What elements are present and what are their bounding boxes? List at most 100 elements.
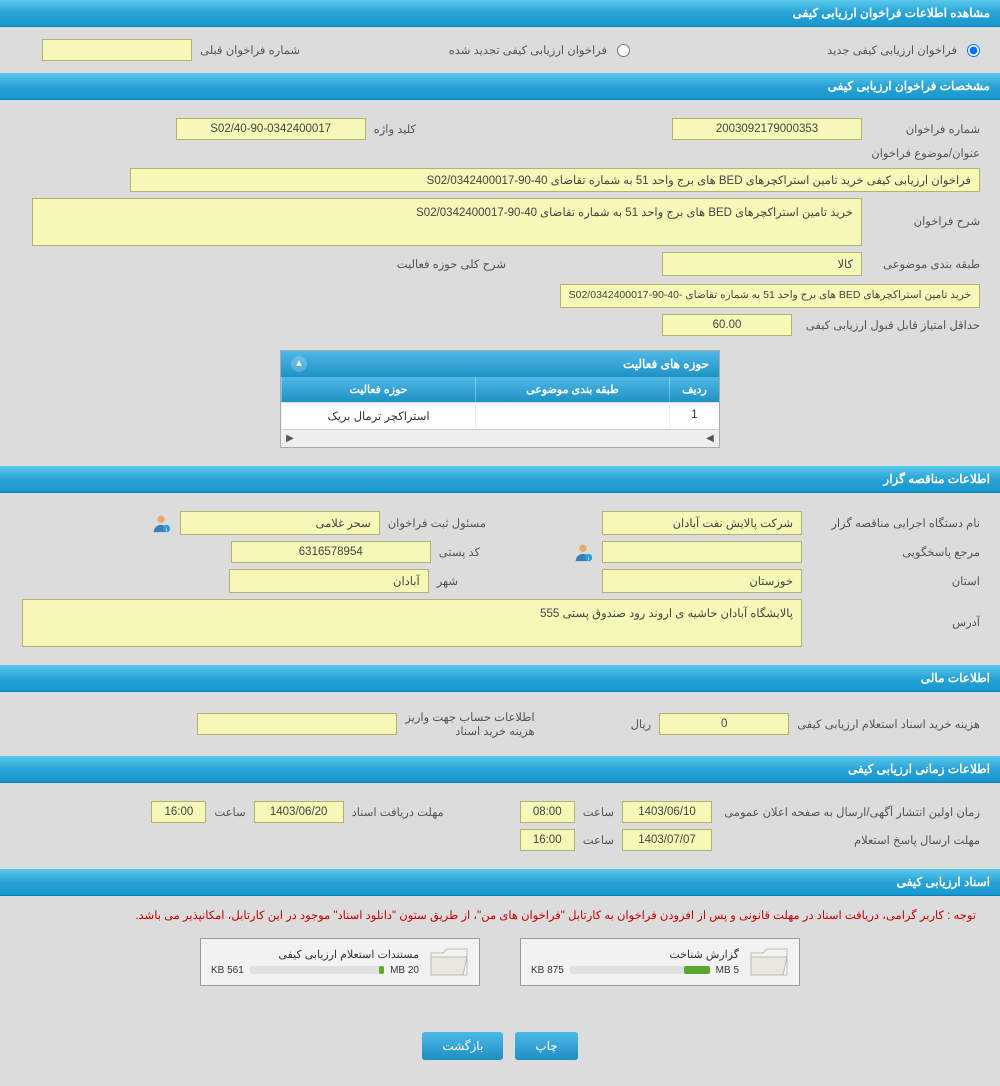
section-header-financial: اطلاعات مالی [0,665,1000,692]
category-label: طبقه بندی موضوعی [870,257,980,271]
scope-label: شرح کلی حوزه فعالیت [397,257,506,271]
files-row: گزارش شناخت 5 MB 875 KB مستندات استعلام … [20,928,980,1006]
section-body-spec: شماره فراخوان 2003092179000353 کلید واژه… [0,100,1000,466]
doc-deadline-label: مهلت دریافت اسناد [352,805,444,819]
cost-label: هزینه خرید اسناد استعلام ارزیابی کیفی [797,717,980,731]
response-label: مهلت ارسال پاسخ استعلام [720,833,980,847]
file-box-1[interactable]: مستندات استعلام ارزیابی کیفی 20 MB 561 K… [200,938,480,986]
activity-row-cat [475,403,669,429]
section-header-docs: اسناد ارزیابی کیفی [0,869,1000,896]
file-progress-0 [570,966,710,974]
folder-icon [749,945,789,979]
file-box-0[interactable]: گزارش شناخت 5 MB 875 KB [520,938,800,986]
responder-label: مرجع پاسخگویی [810,545,980,559]
registrar-label: مسئول ثبت فراخوان [388,516,486,530]
file-size-0: 875 KB [531,965,564,976]
title-field: فراخوان ارزیابی کیفی خرید تامین استراکچر… [130,168,980,192]
prev-number-label: شماره فراخوان قبلی [200,43,300,57]
section-body-financial: هزینه خرید اسناد استعلام ارزیابی کیفی 0 … [0,692,1000,756]
publish-date: 1403/06/10 [622,801,712,823]
doc-deadline-date: 1403/06/20 [254,801,344,823]
city-field: آبادان [229,569,429,593]
activity-row: 1 استراکچر ترمال بریک [281,402,719,429]
collapse-icon[interactable]: ▲ [291,356,307,372]
postal-label: کد پستی [439,545,480,559]
call-number-label: شماره فراخوان [870,122,980,136]
section-header-spec: مشخصات فراخوان ارزیابی کیفی [0,73,1000,100]
activity-col-idx: ردیف [669,377,719,402]
response-date: 1403/07/07 [622,829,712,851]
account-field [197,713,397,735]
exec-label: نام دستگاه اجرایی مناقصه گزار [810,516,980,530]
activity-col-scope: حوزه فعالیت [281,377,475,402]
keyword-label: کلید واژه [374,122,416,136]
print-button[interactable]: چاپ [515,1032,577,1060]
desc-label: شرح فراخوان [870,198,980,228]
file-progress-fill-1 [379,966,384,974]
section-body-docs: توجه : کاربر گرامی، دریافت اسناد در مهلت… [0,896,1000,1018]
radio-new-call[interactable]: فراخوان ارزیابی کیفی جدید [640,43,980,57]
file-total-1: 20 MB [390,965,419,976]
buttons-row: چاپ بازگشت [0,1018,1000,1086]
scroll-left-icon[interactable]: ◀ [701,429,719,447]
person-icon-2: i [572,541,594,563]
call-number-field: 2003092179000353 [672,118,862,140]
response-time: 16:00 [520,829,575,851]
address-field: پالایشگاه آبادان حاشیه ی اروند رود صندوق… [22,599,802,647]
city-label: شهر [437,574,458,588]
file-progress-1 [250,966,384,974]
exec-field: شرکت پالایش نفت آبادان [602,511,802,535]
keyword-field: S02/40-90-0342400017 [176,118,366,140]
activity-table-title-bar: حوزه های فعالیت ▲ [281,351,719,377]
postal-field: 6316578954 [231,541,431,563]
title-label: عنوان/موضوع فراخوان [870,146,980,160]
file-total-0: 5 MB [716,965,739,976]
publish-time: 08:00 [520,801,575,823]
registrar-field: سحر غلامی [180,511,380,535]
account-label: اطلاعات حساب جهت واریز هزینه خرید اسناد [405,710,535,738]
desc-field: خرید تامین استراکچرهای BED های برج واحد … [32,198,862,246]
prev-number-field [42,39,192,61]
section-body-view: فراخوان ارزیابی کیفی جدید فراخوان ارزیاب… [0,27,1000,73]
radio-renewed-call-label: فراخوان ارزیابی کیفی تجدید شده [449,43,607,57]
activity-table-title: حوزه های فعالیت [623,357,709,371]
province-field: خوزستان [602,569,802,593]
address-label: آدرس [810,599,980,629]
svg-text:i: i [166,527,167,533]
scroll-right-icon[interactable]: ▶ [281,429,299,447]
cost-field: 0 [659,713,789,735]
activity-scrollbar[interactable]: ◀ ▶ [281,429,719,447]
publish-hour-label: ساعت [583,805,614,819]
radio-renewed-call-input[interactable] [617,44,630,57]
activity-row-idx: 1 [669,403,719,429]
min-score-field: 60.00 [662,314,792,336]
file-name-0: گزارش شناخت [531,948,739,961]
section-header-timing: اطلاعات زمانی ارزیابی کیفی [0,756,1000,783]
cost-unit: ریال [631,717,652,731]
radio-new-call-input[interactable] [967,44,980,57]
category-field: کالا [662,252,862,276]
activity-col-cat: طبقه بندی موضوعی [475,377,669,402]
min-score-label: حداقل امتیاز قابل قبول ارزیابی کیفی [800,318,980,332]
activity-table-head: ردیف طبقه بندی موضوعی حوزه فعالیت [281,377,719,402]
doc-deadline-hour-label: ساعت [214,805,245,819]
doc-deadline-time: 16:00 [151,801,206,823]
file-size-1: 561 KB [211,965,244,976]
scope-field: خرید تامین استراکچرهای BED های برج واحد … [560,284,980,308]
section-header-view: مشاهده اطلاعات فراخوان ارزیابی کیفی [0,0,1000,27]
activity-table: حوزه های فعالیت ▲ ردیف طبقه بندی موضوعی … [280,350,720,448]
file-meta-1: مستندات استعلام ارزیابی کیفی 20 MB 561 K… [211,948,419,976]
file-progress-fill-0 [684,966,709,974]
radio-renewed-call[interactable]: فراخوان ارزیابی کیفی تجدید شده [310,43,630,57]
folder-icon-2 [429,945,469,979]
file-name-1: مستندات استعلام ارزیابی کیفی [211,948,419,961]
province-label: استان [810,574,980,588]
docs-notice: توجه : کاربر گرامی، دریافت اسناد در مهلت… [20,902,980,928]
activity-row-scope: استراکچر ترمال بریک [281,403,475,429]
section-header-tender: اطلاعات مناقصه گزار [0,466,1000,493]
person-icon: i [150,512,172,534]
back-button[interactable]: بازگشت [422,1032,503,1060]
page-container: مشاهده اطلاعات فراخوان ارزیابی کیفی فراخ… [0,0,1000,1086]
response-hour-label: ساعت [583,833,614,847]
section-body-timing: زمان اولین انتشار آگهی/ارسال به صفحه اعل… [0,783,1000,869]
